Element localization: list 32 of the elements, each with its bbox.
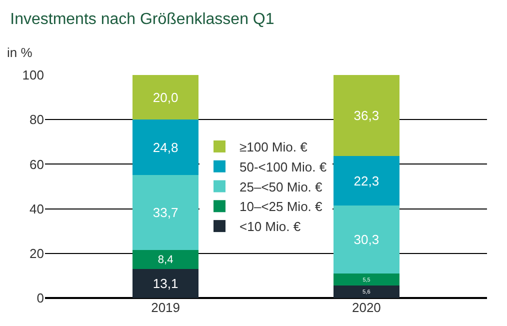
legend-label: 25–<50 Mio. € [240,179,324,194]
x-tick-label: 2019 [151,300,180,315]
data-label: 24,8 [152,140,178,155]
data-label: 22,3 [354,173,380,188]
legend-label: 10–<25 Mio. € [240,199,324,214]
data-label: 20,0 [152,90,178,105]
legend-label: ≥100 Mio. € [240,140,308,155]
y-tick-label: 100 [22,68,44,83]
bar [333,75,400,156]
y-axis-title: in % [7,45,33,60]
bar [132,174,199,250]
bar [333,206,400,274]
bar [132,268,199,298]
data-label: 30,3 [354,232,380,247]
bar [132,250,199,269]
data-label: 13,1 [152,276,178,291]
data-label: 36,3 [354,108,380,123]
y-tick-label: 0 [36,290,44,306]
bar [333,273,400,286]
bar [333,286,400,298]
chart-title: Investments nach Größenklassen Q1 [10,11,274,28]
x-tick-label: 2020 [352,300,381,315]
bar [132,120,199,175]
data-label: 8,4 [158,254,174,266]
y-tick-label: 80 [30,112,44,128]
legend-label: <10 Mio. € [240,219,302,234]
legend-label: 50-<100 Mio. € [240,159,328,174]
y-tick-label: 20 [30,246,44,261]
data-label: 33,7 [152,204,178,220]
bar [132,75,199,120]
y-tick-label: 40 [30,201,44,216]
y-tick-label: 60 [30,156,44,172]
